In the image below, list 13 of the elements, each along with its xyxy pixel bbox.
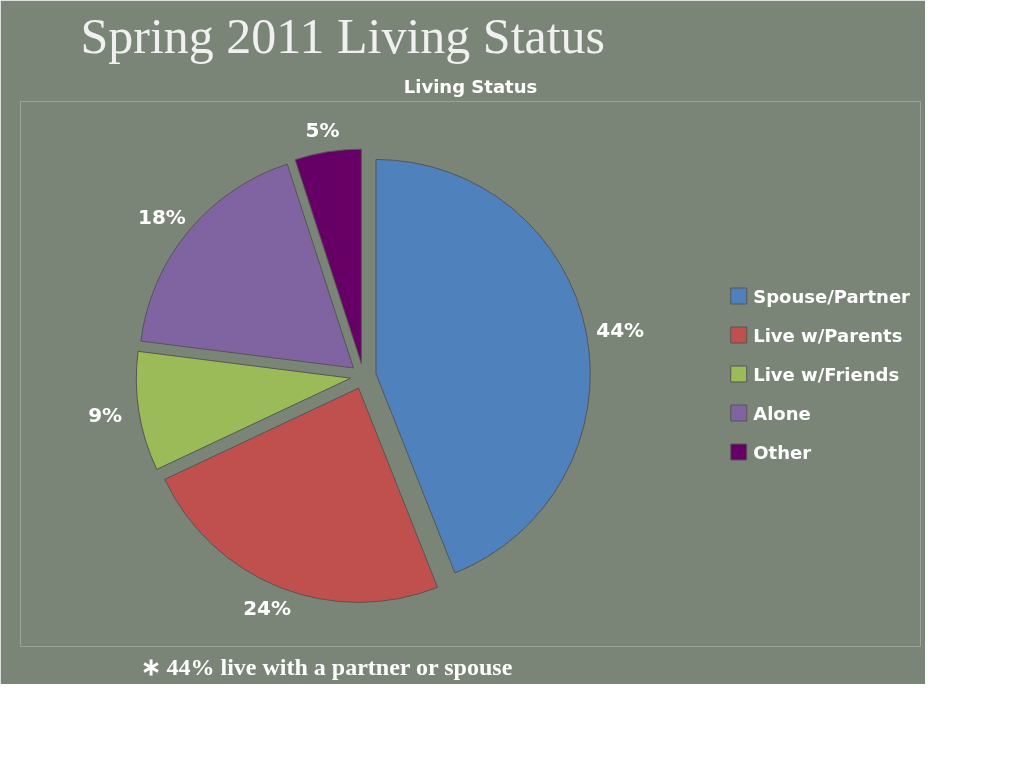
chart-subtitle: Living Status bbox=[403, 75, 538, 97]
data-label: 24% bbox=[243, 595, 292, 620]
data-label: 9% bbox=[88, 403, 123, 428]
chart-title: Spring 2011 Living Status bbox=[80, 7, 606, 64]
legend-label: Live w/Friends bbox=[753, 363, 900, 384]
data-label: 5% bbox=[305, 118, 340, 143]
text: ∗ 44% live with a partner or spouse bbox=[140, 653, 513, 680]
legend-label: Other bbox=[753, 441, 812, 462]
legend-label: Spouse/Partner bbox=[753, 285, 910, 306]
legend-label: Live w/Parents bbox=[753, 324, 903, 345]
data-label: 18% bbox=[137, 205, 186, 230]
legend-label: Alone bbox=[753, 402, 811, 423]
data-label: 44% bbox=[596, 317, 645, 342]
